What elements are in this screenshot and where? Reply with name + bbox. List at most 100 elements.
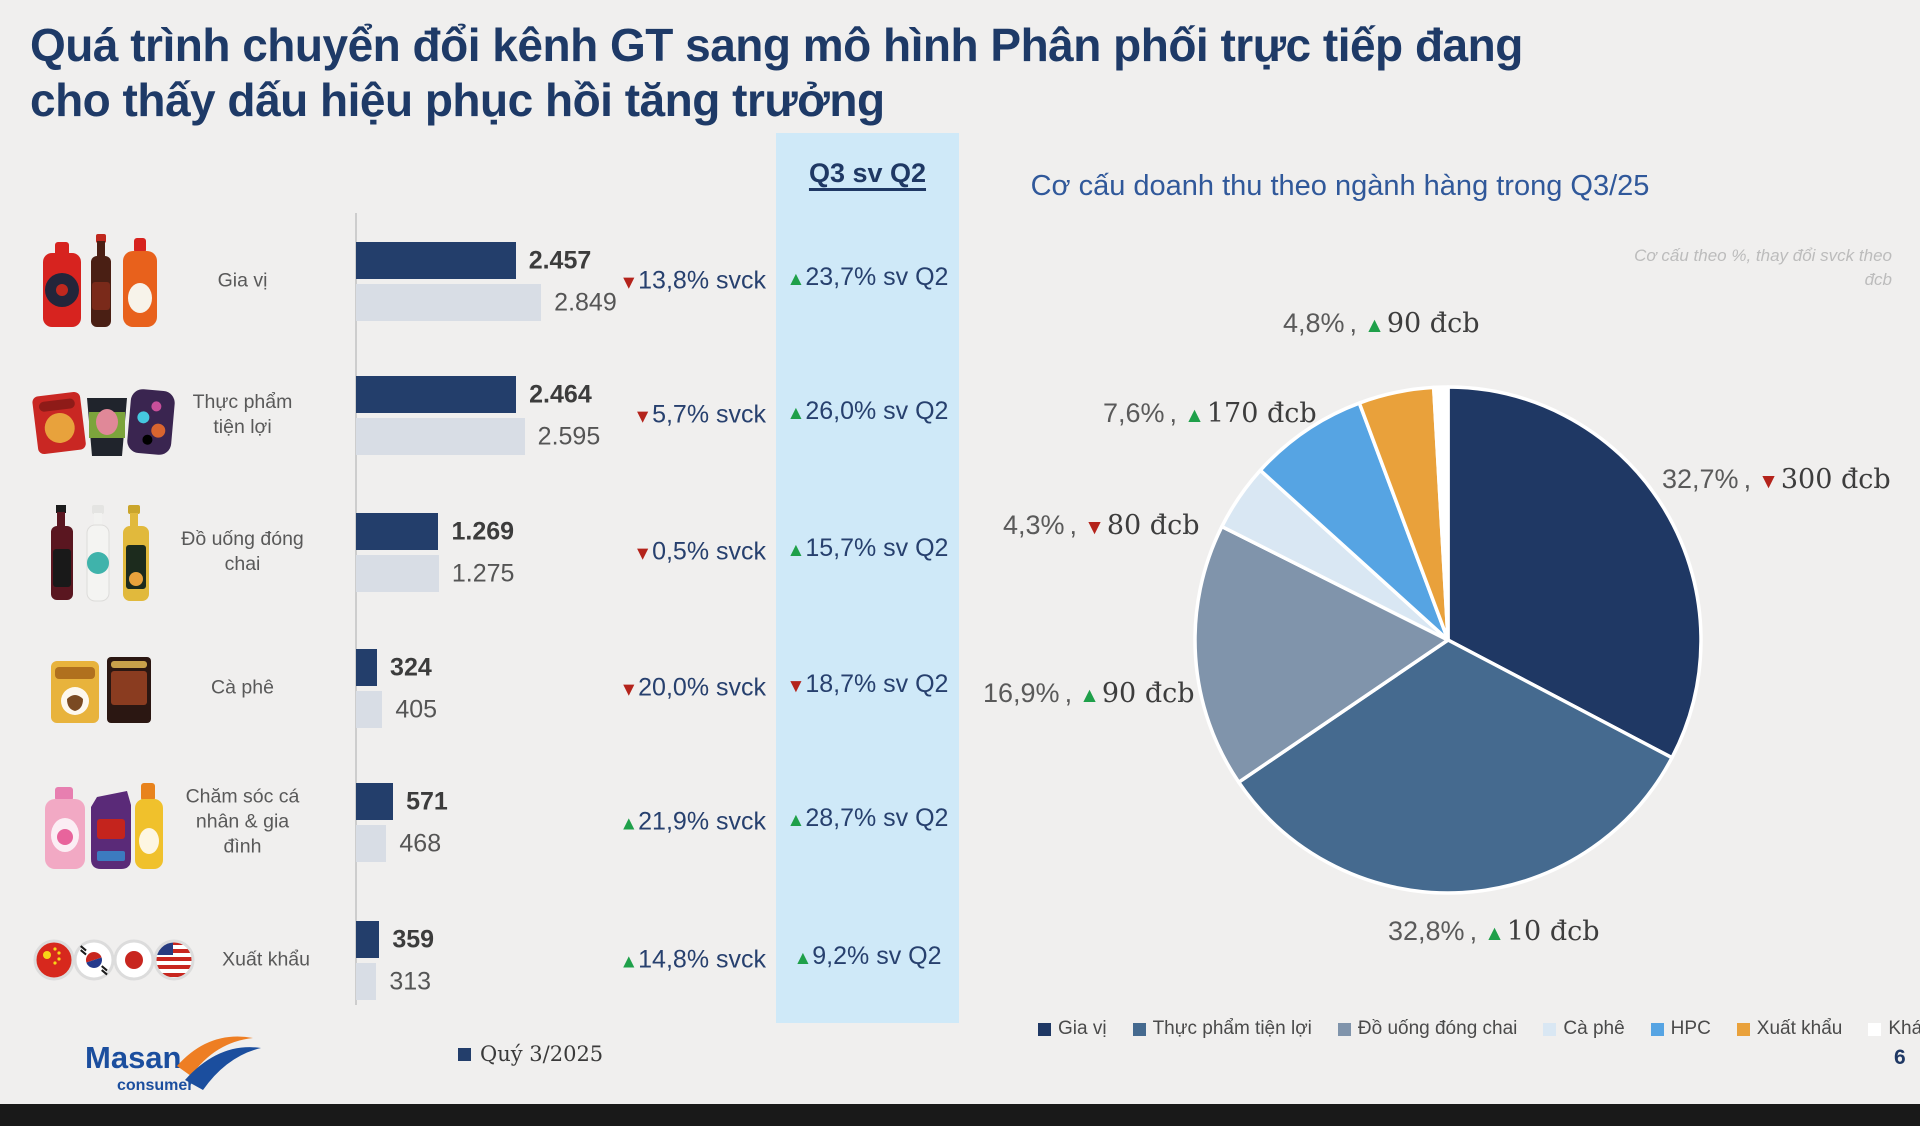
yoy-change: ▲14,8% svck <box>425 946 766 975</box>
legend-item-thuc-pham: Thực phẩm tiện lợi <box>1132 1018 1312 1040</box>
qoq-change: ▲23,7% sv Q2 <box>776 263 959 292</box>
japan-flag-icon <box>113 939 155 981</box>
yoy-value: 20,0% svck <box>638 673 766 702</box>
yoy-triangle-icon: ▼ <box>633 406 653 428</box>
legend-label: Đồ uống đóng chai <box>1357 1018 1518 1039</box>
bar-chart-axis <box>355 213 357 1005</box>
homecare-products-icon <box>25 767 175 877</box>
bar-prev-quarter: 313 <box>356 963 431 1000</box>
bar-q3-2025: 2.464 <box>356 376 592 413</box>
pie-slice-Khác <box>1431 385 1450 642</box>
bar-pair: 359 313 <box>356 905 656 1015</box>
pie-label-thuc-pham: 32,8%, ▲10 đcb <box>1388 916 1600 947</box>
page-number: 6 <box>1894 1046 1906 1069</box>
pie-slice-HPC <box>1258 401 1450 642</box>
korea-flag-icon <box>73 939 115 981</box>
legend-swatch <box>1868 1022 1882 1036</box>
bar-row-gia-vi: Gia vị 2.457 2.849 ▼13,8% svck <box>25 226 770 336</box>
category-label: Chăm sóc cá nhân & gia đình <box>185 785 300 858</box>
pie-chart-title: Cơ cấu doanh thu theo ngành hàng trong Q… <box>1030 170 1650 202</box>
pie-label-do-uong: 16,9%, ▲90 đcb <box>983 678 1195 709</box>
pie-slice-Đồ uống đóng chai <box>1193 524 1450 784</box>
change-triangle-icon: ▲ <box>1079 684 1100 707</box>
qoq-triangle-icon: ▲ <box>786 540 806 561</box>
qoq-change: ▼18,7% sv Q2 <box>776 670 959 699</box>
category-label: Thực phẩm tiện lợi <box>192 391 293 438</box>
pie-label-gia-vi: 32,7%, ▼300 đcb <box>1662 464 1891 495</box>
bar-row-xuat-khau: Xuất khẩu 359 313 ▲14,8% svck <box>25 905 770 1015</box>
qoq-change: ▲9,2% sv Q2 <box>776 942 959 971</box>
change-triangle-icon: ▲ <box>1364 314 1385 337</box>
legend-item-khac: Khác <box>1868 1018 1920 1040</box>
pie-label-xuat-khau: 4,8%, ▲90 đcb <box>1283 308 1480 339</box>
bar-prev-value: 405 <box>395 695 438 723</box>
legend-label: Xuất khẩu <box>1756 1018 1843 1039</box>
pie-legend: Gia vị Thực phẩm tiện lợi Đồ uống đóng c… <box>1038 1018 1920 1040</box>
bar-q3-value: 2.464 <box>529 380 592 408</box>
legend-label: Thực phẩm tiện lợi <box>1152 1018 1312 1039</box>
bar-row-do-uong: Đồ uống đóng chai 1.269 1.275 ▼0,5% svck <box>25 497 770 607</box>
pie-label-hpc: 7,6%, ▲170 đcb <box>1103 398 1317 429</box>
yoy-triangle-icon: ▼ <box>619 679 639 701</box>
beverage-products-icon <box>25 497 175 607</box>
pie-chart <box>1193 385 1703 895</box>
pie-note-line1: Cơ cấu theo %, thay đổi svck theo <box>1634 246 1892 265</box>
bar-q3-value: 2.457 <box>528 246 592 274</box>
bar-pair: 1.269 1.275 <box>356 497 656 607</box>
bar-prev-value: 313 <box>389 967 432 995</box>
qoq-triangle-icon: ▼ <box>786 676 806 697</box>
yoy-change: ▼0,5% svck <box>425 538 766 567</box>
legend-swatch <box>1337 1022 1351 1036</box>
legend-swatch <box>1038 1022 1051 1036</box>
legend-item-hpc: HPC <box>1650 1018 1711 1040</box>
bar-prev-value: 2.595 <box>537 422 601 450</box>
yoy-triangle-icon: ▼ <box>619 272 639 294</box>
bar-pair: 571 468 <box>356 767 656 877</box>
masan-consumer-logo: Masan consumer <box>85 1034 265 1105</box>
pie-note-line2: đcb <box>1864 269 1892 289</box>
category-label: Đồ uống đóng chai <box>181 528 304 575</box>
pie-slice-Gia vị <box>1446 385 1703 760</box>
page-title: Quá trình chuyển đổi kênh GT sang mô hìn… <box>30 18 1910 128</box>
yoy-value: 21,9% svck <box>638 807 766 836</box>
bar-pair: 2.464 2.595 <box>356 360 656 470</box>
legend-item-do-uong: Đồ uống đóng chai <box>1337 1018 1518 1040</box>
bar-prev-quarter: 2.849 <box>356 284 617 321</box>
qoq-value: 15,7% sv Q2 <box>805 534 949 562</box>
yoy-value: 14,8% svck <box>638 945 766 974</box>
page-title-line1: Quá trình chuyển đổi kênh GT sang mô hìn… <box>30 19 1523 71</box>
logo-text-consumer: consumer <box>117 1077 193 1094</box>
qoq-value: 28,7% sv Q2 <box>805 804 949 832</box>
condiment-products-icon <box>25 226 175 336</box>
bar-prev-quarter: 405 <box>356 691 437 728</box>
bar-prev-quarter: 1.275 <box>356 555 514 592</box>
qoq-value: 23,7% sv Q2 <box>805 263 949 291</box>
bottom-bar <box>0 1104 1920 1126</box>
qoq-change: ▲26,0% sv Q2 <box>776 397 959 426</box>
legend-label: Cà phê <box>1563 1018 1625 1039</box>
change-triangle-icon: ▼ <box>1084 516 1105 539</box>
bar-prev-value: 1.275 <box>451 559 515 587</box>
bar-row-ca-phe: Cà phê 324 405 ▼20,0% svck <box>25 633 770 743</box>
yoy-triangle-icon: ▲ <box>619 951 639 973</box>
yoy-change: ▼13,8% svck <box>425 267 766 296</box>
bar-q3-value: 324 <box>390 653 432 681</box>
bar-prev-value: 2.849 <box>554 288 617 316</box>
coffee-products-icon <box>25 633 175 743</box>
yoy-change: ▼20,0% svck <box>425 674 766 703</box>
qoq-value: 26,0% sv Q2 <box>805 397 949 425</box>
yoy-triangle-icon: ▲ <box>619 813 639 835</box>
china-flag-icon <box>33 939 75 981</box>
legend-label: Khác <box>1888 1018 1920 1039</box>
yoy-value: 13,8% svck <box>638 266 766 295</box>
qoq-triangle-icon: ▲ <box>786 269 806 290</box>
bar-q3-2025: 571 <box>356 783 448 820</box>
legend-swatch <box>1543 1022 1557 1036</box>
instant-food-products-icon <box>25 360 175 470</box>
yoy-value: 0,5% svck <box>652 537 766 566</box>
bar-row-cham-soc: Chăm sóc cá nhân & gia đình 571 468 ▲21,… <box>25 767 770 877</box>
bar-q3-2025: 359 <box>356 921 434 958</box>
category-label: Gia vị <box>217 269 268 292</box>
legend-swatch <box>1736 1022 1750 1036</box>
